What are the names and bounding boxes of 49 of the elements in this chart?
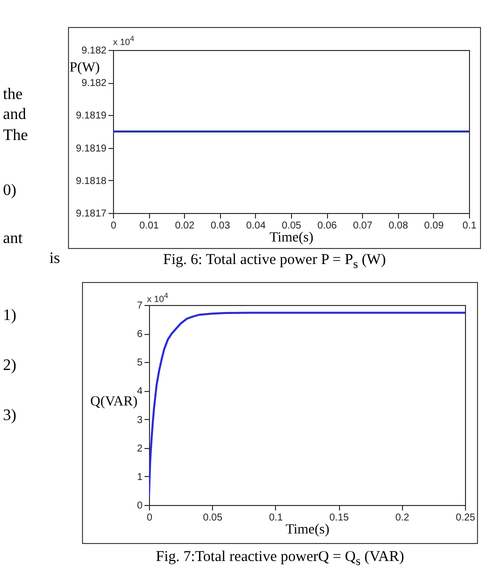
x-tick-label: 0 (110, 220, 117, 232)
y-tick-label: 9.1817 (76, 208, 107, 220)
x-axis-title: Time(s) (286, 522, 330, 538)
y-axis-title: Q(VAR) (90, 394, 138, 410)
y-tick-label: 9.182 (81, 46, 107, 56)
y-tick-label: 9.1819 (76, 143, 107, 154)
x-tick-label: 0.25 (456, 512, 476, 524)
text: x 10$^{4}$ (147, 291, 168, 304)
x-axis-title: Time(s) (270, 230, 314, 246)
text: the (3, 86, 23, 104)
x-tick-label: 0.08 (388, 220, 408, 232)
x-tick-label: 0.01 (139, 220, 160, 232)
text: 3) (3, 407, 16, 425)
y-tick-label: 5 (136, 358, 143, 369)
y-axis-title: P(W) (70, 60, 100, 76)
x-tick-label: 0.06 (317, 220, 338, 232)
y-tick-label: 4 (136, 386, 143, 398)
y-tick-label: 6 (136, 329, 143, 340)
text: x 10$^{4}$ (113, 34, 134, 47)
text: 0) (3, 182, 16, 200)
y-tick-label: 2 (136, 443, 143, 454)
text: 2) (3, 357, 16, 375)
text: is (49, 250, 60, 268)
y-tick-label: 9.1819 (76, 110, 107, 122)
text: 1) (3, 307, 16, 325)
text: Fig. 7:Total reactive powerQ = Q$_{s}$ (VAR) (154, 549, 406, 569)
x-tick-label: 0.2 (395, 512, 410, 524)
y-tick-label: 1 (136, 472, 143, 483)
x-tick-label: 0.05 (202, 512, 223, 524)
x-tick-label: 0.1 (268, 512, 284, 524)
x-tick-label: 0 (146, 512, 153, 524)
x-tick-label: 0.09 (424, 220, 444, 232)
line-series (149, 312, 465, 498)
text: Fig. 6: Total active power P = P$_{s}$ (W) (162, 252, 387, 272)
x-tick-label: 0.04 (246, 220, 266, 232)
x-tick-label: 0.03 (210, 220, 230, 232)
y-tick-label: 0 (136, 500, 143, 512)
x-tick-label: 0.07 (352, 220, 373, 232)
x-tick-label: 0.15 (329, 512, 350, 524)
x-tick-label: 0.1 (462, 220, 477, 232)
y-tick-label: 7 (136, 300, 143, 312)
text: and (3, 106, 26, 124)
y-tick-label: 9.182 (81, 78, 107, 90)
x-tick-label: 0.05 (282, 220, 302, 232)
y-tick-label: 9.1818 (76, 176, 107, 187)
x-tick-label: 0.02 (174, 220, 195, 232)
y-tick-label: 3 (136, 414, 143, 426)
text: ant (3, 230, 23, 248)
text: The (3, 127, 28, 145)
